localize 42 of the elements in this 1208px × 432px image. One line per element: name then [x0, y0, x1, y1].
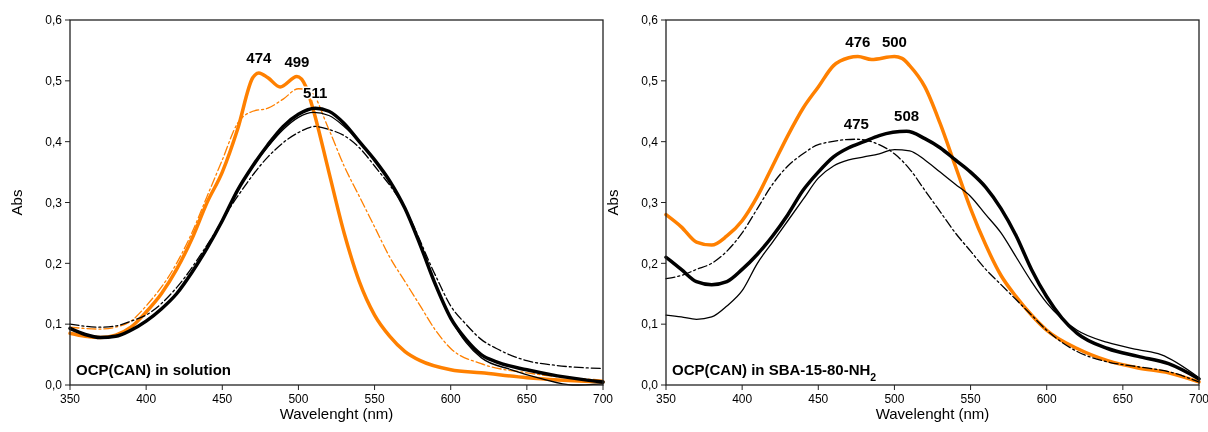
y-tick-label: 0,4 — [45, 134, 63, 149]
annotation: OCP(CAN) in SBA-15-80-NH$_{2}$ — [672, 361, 877, 383]
annotation: 500 — [881, 32, 907, 50]
x-tick-label: 400 — [136, 392, 157, 406]
x-tick-label: 400 — [732, 392, 753, 406]
y-tick-label: 0,3 — [45, 195, 63, 210]
y-tick-label: 0,5 — [45, 74, 63, 89]
x-tick-label: 500 — [288, 392, 309, 406]
y-tick-label: 0,2 — [641, 256, 659, 271]
x-tick-label: 500 — [884, 392, 905, 406]
y-tick-label: 0,5 — [641, 74, 659, 89]
x-tick-label: 550 — [364, 392, 385, 406]
y-tick-label: 0,2 — [45, 256, 63, 271]
x-tick-label: 650 — [516, 392, 538, 406]
x-axis-title: Wavelenght (nm) — [875, 405, 990, 422]
x-tick-label: 350 — [655, 392, 677, 406]
x-tick-label: 600 — [1036, 392, 1058, 406]
x-tick-label: 650 — [1112, 392, 1134, 406]
annotation: 499 — [284, 52, 310, 70]
annotation: 476 — [845, 32, 871, 50]
y-tick-label: 0,0 — [45, 378, 63, 393]
y-tick-label: 0,6 — [641, 13, 659, 28]
annotation: 508 — [894, 107, 920, 125]
x-tick-label: 350 — [59, 392, 81, 406]
x-tick-label: 700 — [592, 392, 614, 406]
x-axis-title: Wavelenght (nm) — [279, 405, 394, 422]
y-axis-title: Abs — [604, 189, 621, 216]
annotation: OCP(CAN) in solution — [76, 361, 231, 378]
y-tick-label: 0,0 — [641, 378, 659, 393]
y-tick-label: 0,1 — [641, 317, 659, 332]
y-axis-title: Abs — [8, 189, 25, 216]
x-tick-label: 700 — [1188, 392, 1208, 406]
x-tick-label: 550 — [960, 392, 981, 406]
x-tick-label: 450 — [212, 392, 233, 406]
y-tick-label: 0,3 — [641, 195, 659, 210]
y-tick-label: 0,1 — [45, 317, 63, 332]
x-tick-label: 600 — [440, 392, 462, 406]
y-tick-label: 0,4 — [641, 134, 659, 149]
x-tick-label: 450 — [808, 392, 829, 406]
annotation: 475 — [843, 115, 869, 133]
y-tick-label: 0,6 — [45, 13, 63, 28]
annotation: 474 — [246, 48, 272, 66]
